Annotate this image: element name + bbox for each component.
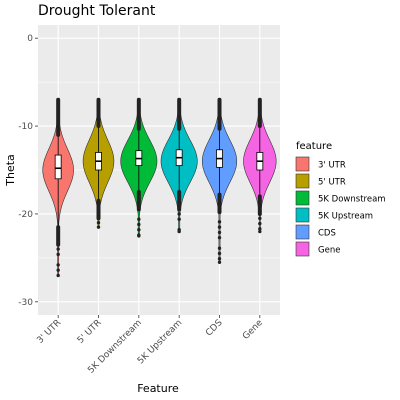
x-tick-label: Gene [241, 318, 265, 342]
outlier-point [137, 234, 140, 237]
outlier-point [97, 225, 100, 228]
outlier-point [218, 236, 221, 239]
outlier-point [56, 263, 59, 266]
box [55, 155, 61, 179]
y-tick-label: 0 [27, 34, 33, 44]
legend-swatch [296, 191, 309, 205]
legend-label: 5K Upstream [318, 212, 373, 222]
outlier-point [218, 247, 221, 250]
legend-swatch [296, 157, 309, 171]
outlier-point [137, 218, 140, 221]
outlier-point [258, 222, 261, 225]
outlier-point [218, 231, 221, 234]
y-axis-title: Theta [4, 154, 17, 187]
x-tick-label: 3' UTR [35, 318, 63, 346]
y-tick-label: -10 [18, 122, 33, 132]
outlier-point [258, 217, 261, 220]
outlier-point [56, 274, 59, 277]
outlier-point [258, 230, 261, 233]
legend-label: 5' UTR [318, 178, 346, 188]
x-tick-label: CDS [204, 318, 225, 339]
legend-swatch [296, 225, 309, 239]
legend-swatch [296, 174, 309, 188]
legend: feature 3' UTR 5' UTR 5K Downstream 5K Upst… [296, 141, 386, 256]
outlier-point [137, 223, 140, 226]
outlier-point [218, 225, 221, 228]
outlier-point [218, 257, 221, 260]
x-axis-title: Feature [137, 382, 179, 395]
x-tick-label: 5' UTR [76, 318, 104, 346]
outlier-point [177, 212, 180, 215]
outlier-point [56, 253, 59, 256]
outlier-point [56, 247, 59, 250]
outlier-point [97, 221, 100, 224]
legend-label: Gene [318, 246, 340, 256]
outlier-point [177, 218, 180, 221]
outlier-point [218, 261, 221, 264]
legend-label: 5K Downstream [318, 195, 386, 205]
chart-title: Drought Tolerant [38, 3, 156, 19]
y-axis: 0 -10 -20 -30 [18, 34, 38, 308]
outlier-point [218, 220, 221, 223]
legend-label: CDS [318, 229, 336, 239]
legend-swatch [296, 242, 309, 256]
x-axis: 3' UTR 5' UTR5K Downstream5K Upstream CDS G… [35, 315, 265, 376]
outlier-point [137, 228, 140, 231]
outlier-point [56, 268, 59, 271]
outlier-point [177, 230, 180, 233]
outlier-point [218, 252, 221, 255]
legend-label: 3' UTR [318, 161, 346, 171]
y-tick-label: -30 [18, 298, 33, 308]
legend-swatch [296, 208, 309, 222]
y-tick-label: -20 [18, 210, 33, 220]
legend-title: feature [296, 141, 332, 152]
